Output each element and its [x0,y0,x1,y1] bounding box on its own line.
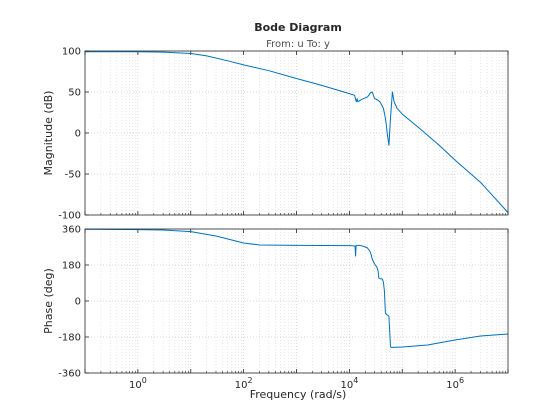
phase-series-line [84,228,509,348]
chart-subtitle: From: u To: y [266,39,330,50]
x-axis-label: Frequency (rad/s) [250,388,347,401]
magnitude-series-line [85,51,509,213]
phase-y-tick-label: 360 [62,225,81,236]
magnitude-y-tick-label: 0 [75,129,81,140]
magnitude-axes-box [84,50,509,216]
x-tick-label: 106 [446,376,464,391]
phase-y-tick-label: 180 [62,261,81,272]
x-tick-label: 104 [340,376,358,391]
phase-axes-box [84,228,509,374]
magnitude-y-tick-label: -50 [65,170,81,181]
phase-y-tick-label: -360 [58,369,81,380]
chart-title: Bode Diagram [254,21,342,34]
magnitude-y-tick-label: 100 [62,47,81,58]
magnitude-y-tick-label: 50 [68,88,81,99]
x-tick-label: 100 [129,376,147,391]
phase-y-tick-label: -180 [58,333,81,344]
x-tick-label: 102 [235,376,253,391]
magnitude-y-tick-label: -100 [58,211,81,222]
magnitude-y-axis-label: Magnitude (dB) [42,91,55,176]
phase-y-axis-label: Phase (deg) [42,268,55,334]
phase-y-tick-label: 0 [75,297,81,308]
